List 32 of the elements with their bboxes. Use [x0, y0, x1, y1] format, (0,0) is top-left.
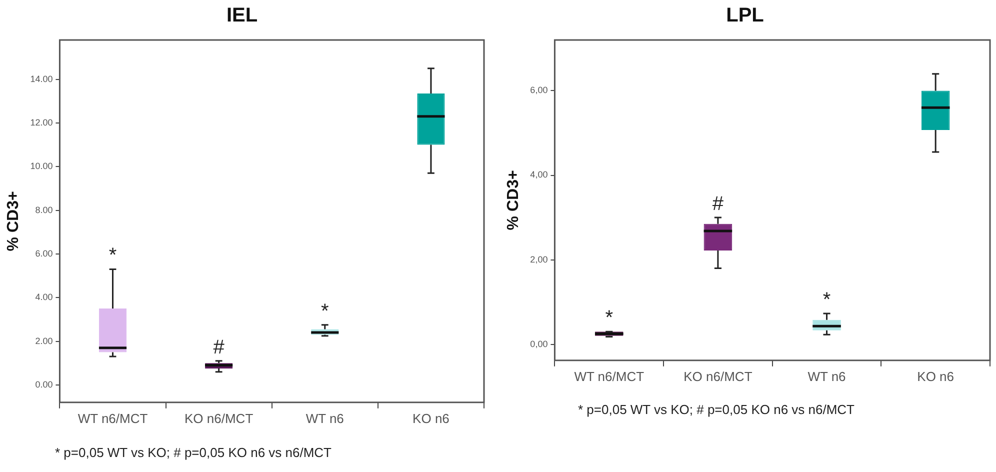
y-axis-title: % CD3+: [5, 191, 22, 252]
x-tick-label: KO n6: [412, 410, 450, 426]
y-tick-label: 6.00: [35, 248, 53, 258]
x-tick-label: WT n6/MCT: [78, 410, 148, 426]
y-tick-label: 6,00: [530, 85, 548, 96]
x-tick-label: KO n6/MCT: [184, 410, 254, 426]
x-tick-label: WT n6: [306, 410, 344, 426]
x-tick-label: WT n6: [808, 368, 846, 384]
annotation: *: [822, 288, 831, 311]
y-tick-label: 10.00: [30, 161, 53, 172]
x-tick-label: KO n6/MCT: [684, 368, 752, 384]
y-tick-label: 8.00: [35, 204, 53, 215]
annotation: *: [605, 307, 614, 330]
x-tick-label: WT n6/MCT: [574, 368, 644, 384]
y-tick-label: 4,00: [530, 170, 548, 180]
text: * p=0,05 WT vs KO; # p=0,05 KO n6 vs n6/MCT: [578, 402, 854, 417]
y-tick-label: 2.00: [35, 336, 53, 346]
y-tick-label: 4.00: [35, 292, 53, 302]
y-tick-label: 0,00: [530, 338, 548, 349]
x-tick-label: KO n6: [917, 368, 954, 384]
annotation: *: [108, 244, 117, 267]
y-tick-label: 0.00: [35, 379, 53, 390]
annotation: #: [712, 193, 724, 216]
text: * p=0,05 WT vs KO; # p=0,05 KO n6 vs n6/MCT: [55, 445, 332, 460]
y-axis-title: % CD3+: [505, 170, 522, 230]
y-tick-label: 12.00: [30, 117, 53, 128]
y-tick-label: 14.00: [30, 74, 53, 84]
y-tick-label: 2,00: [530, 254, 548, 264]
annotation: #: [213, 336, 226, 358]
chart-title: IEL: [226, 4, 258, 27]
chart-title: LPL: [726, 4, 764, 27]
annotation: *: [320, 300, 329, 322]
